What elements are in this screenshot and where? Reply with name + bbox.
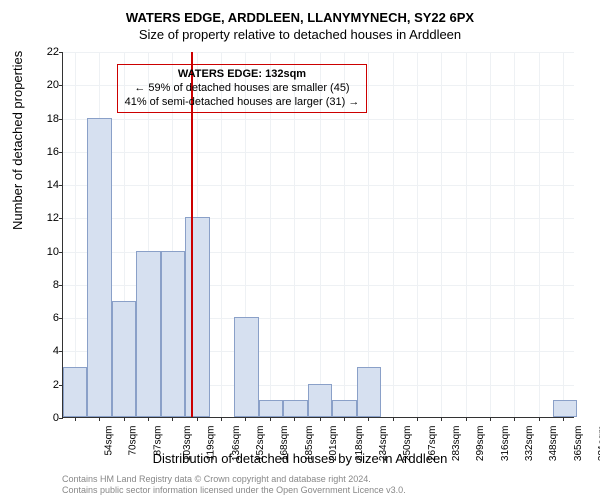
- y-tick-mark: [59, 218, 63, 219]
- x-tick-mark: [294, 417, 295, 421]
- chart-area: 024681012141618202254sqm70sqm87sqm103sqm…: [62, 52, 574, 418]
- histogram-bar: [308, 384, 332, 417]
- x-tick-mark: [563, 417, 564, 421]
- gridline-v: [75, 52, 76, 417]
- y-tick-label: 6: [35, 312, 59, 324]
- y-tick-mark: [59, 52, 63, 53]
- gridline-h: [63, 52, 574, 53]
- x-tick-mark: [441, 417, 442, 421]
- footer-line1: Contains HM Land Registry data © Crown c…: [62, 474, 406, 485]
- x-axis-label: Distribution of detached houses by size …: [0, 451, 600, 466]
- y-tick-mark: [59, 185, 63, 186]
- histogram-bar: [357, 367, 381, 417]
- y-tick-label: 2: [35, 379, 59, 391]
- x-tick-mark: [221, 417, 222, 421]
- y-tick-label: 20: [35, 79, 59, 91]
- annotation-line-smaller: ← 59% of detached houses are smaller (45…: [124, 82, 360, 96]
- footer-line2: Contains public sector information licen…: [62, 485, 406, 496]
- y-tick-label: 18: [35, 113, 59, 125]
- histogram-bar: [87, 118, 111, 417]
- plot-region: 024681012141618202254sqm70sqm87sqm103sqm…: [62, 52, 574, 418]
- histogram-bar: [136, 251, 160, 417]
- y-tick-mark: [59, 285, 63, 286]
- x-tick-mark: [75, 417, 76, 421]
- gridline-v: [539, 52, 540, 417]
- gridline-v: [563, 52, 564, 417]
- y-tick-label: 0: [35, 412, 59, 424]
- histogram-bar: [63, 367, 87, 417]
- annotation-line-larger: 41% of semi-detached houses are larger (…: [124, 96, 360, 110]
- x-tick-mark: [344, 417, 345, 421]
- y-tick-label: 10: [35, 246, 59, 258]
- gridline-v: [393, 52, 394, 417]
- x-tick-mark: [245, 417, 246, 421]
- gridline-h: [63, 119, 574, 120]
- x-tick-mark: [99, 417, 100, 421]
- histogram-bar: [283, 400, 307, 417]
- x-tick-mark: [417, 417, 418, 421]
- footer-attribution: Contains HM Land Registry data © Crown c…: [62, 474, 406, 497]
- histogram-bar: [553, 400, 577, 417]
- y-tick-mark: [59, 119, 63, 120]
- x-tick-mark: [490, 417, 491, 421]
- histogram-bar: [161, 251, 185, 417]
- annotation-box: WATERS EDGE: 132sqm← 59% of detached hou…: [117, 64, 367, 113]
- x-tick-mark: [393, 417, 394, 421]
- y-tick-mark: [59, 351, 63, 352]
- gridline-v: [514, 52, 515, 417]
- y-tick-label: 12: [35, 212, 59, 224]
- gridline-v: [368, 52, 369, 417]
- gridline-v: [417, 52, 418, 417]
- x-tick-mark: [197, 417, 198, 421]
- histogram-bar: [185, 217, 209, 417]
- chart-title-sub: Size of property relative to detached ho…: [0, 25, 600, 42]
- chart-title-main: WATERS EDGE, ARDDLEEN, LLANYMYNECH, SY22…: [0, 0, 600, 25]
- x-tick-mark: [539, 417, 540, 421]
- y-axis-label: Number of detached properties: [10, 51, 25, 230]
- y-tick-mark: [59, 152, 63, 153]
- x-tick-mark: [368, 417, 369, 421]
- y-tick-label: 22: [35, 46, 59, 58]
- x-tick-mark: [320, 417, 321, 421]
- gridline-v: [466, 52, 467, 417]
- histogram-bar: [112, 301, 136, 417]
- y-tick-mark: [59, 85, 63, 86]
- x-tick-mark: [466, 417, 467, 421]
- gridline-h: [63, 185, 574, 186]
- x-tick-mark: [172, 417, 173, 421]
- gridline-v: [441, 52, 442, 417]
- annotation-title: WATERS EDGE: 132sqm: [124, 68, 360, 82]
- histogram-bar: [259, 400, 283, 417]
- x-tick-mark: [124, 417, 125, 421]
- y-tick-mark: [59, 318, 63, 319]
- y-tick-mark: [59, 252, 63, 253]
- x-tick-mark: [514, 417, 515, 421]
- histogram-bar: [234, 317, 258, 417]
- gridline-v: [490, 52, 491, 417]
- x-tick-mark: [270, 417, 271, 421]
- gridline-h: [63, 218, 574, 219]
- y-tick-label: 4: [35, 345, 59, 357]
- gridline-h: [63, 152, 574, 153]
- histogram-bar: [332, 400, 356, 417]
- y-tick-label: 8: [35, 279, 59, 291]
- y-tick-label: 14: [35, 179, 59, 191]
- y-tick-label: 16: [35, 146, 59, 158]
- x-tick-mark: [148, 417, 149, 421]
- y-tick-mark: [59, 418, 63, 419]
